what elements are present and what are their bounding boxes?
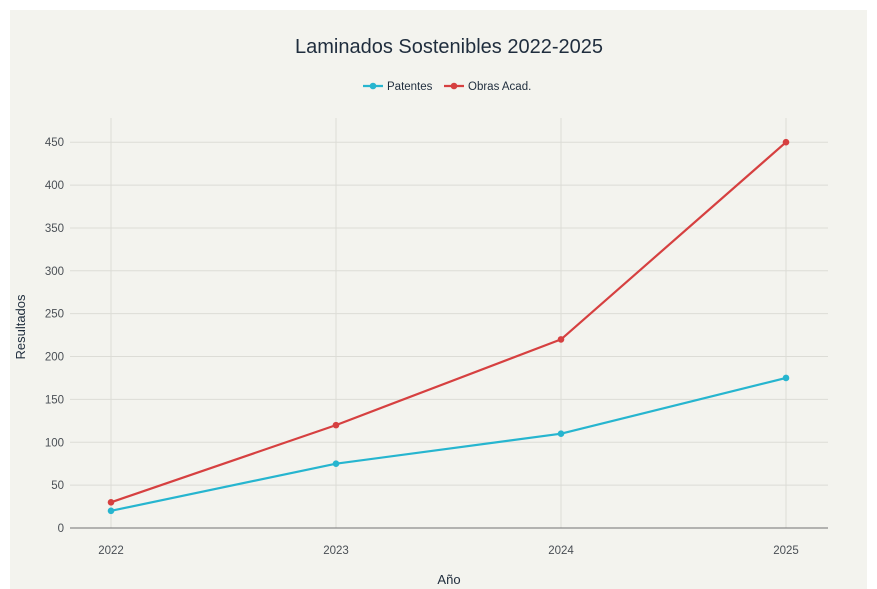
y-tick-label: 200 bbox=[45, 352, 64, 364]
data-point bbox=[107, 507, 115, 515]
y-tick-label: 450 bbox=[45, 137, 64, 149]
data-point bbox=[782, 374, 790, 382]
data-point bbox=[332, 460, 340, 468]
data-point bbox=[782, 138, 790, 146]
chart-title: Laminados Sostenibles 2022-2025 bbox=[295, 36, 603, 58]
y-tick-label: 0 bbox=[58, 523, 64, 535]
y-axis-title: Resultados bbox=[13, 294, 28, 360]
y-tick-label: 50 bbox=[51, 480, 64, 492]
legend-label: Obras Acad. bbox=[468, 81, 531, 93]
legend: Patentes Obras Acad. bbox=[363, 81, 531, 93]
series-line bbox=[110, 141, 787, 504]
series-layer bbox=[107, 138, 790, 515]
x-tick-label: 2025 bbox=[773, 545, 799, 557]
x-tick-label: 2022 bbox=[98, 545, 124, 557]
x-tick-label: 2023 bbox=[323, 545, 349, 557]
series-line bbox=[110, 376, 787, 512]
y-tick-label: 100 bbox=[45, 437, 64, 449]
chart-panel bbox=[10, 10, 867, 589]
y-tick-label: 250 bbox=[45, 309, 64, 321]
y-tick-label: 350 bbox=[45, 223, 64, 235]
data-point bbox=[332, 421, 340, 429]
data-point bbox=[557, 430, 565, 437]
axis-layer: 0 50 100 150 200 250 300 350 400 450 2022 2023 2024 2… bbox=[45, 137, 828, 557]
data-point bbox=[557, 336, 565, 343]
x-tick-label: 2024 bbox=[548, 545, 574, 557]
grid-layer bbox=[70, 118, 828, 528]
legend-label: Patentes bbox=[387, 81, 433, 93]
y-tick-label: 400 bbox=[45, 180, 64, 192]
y-tick-label: 300 bbox=[45, 266, 64, 278]
legend-marker bbox=[369, 82, 377, 90]
y-tick-label: 150 bbox=[45, 394, 64, 406]
data-point bbox=[107, 498, 115, 506]
x-axis-title: Año bbox=[437, 572, 460, 587]
legend-marker bbox=[450, 82, 458, 90]
